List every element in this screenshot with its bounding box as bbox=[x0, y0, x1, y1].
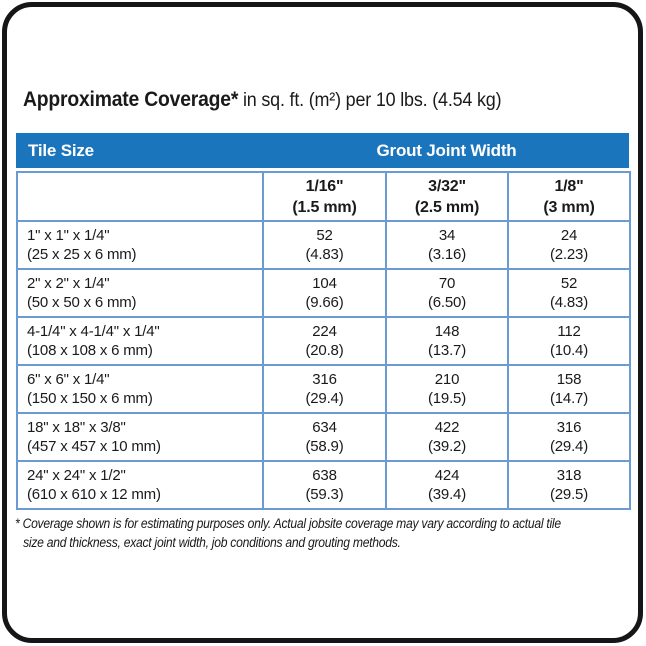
joint-width-inches: 3/32" bbox=[428, 177, 466, 195]
joint-width-header-0: 1/16" (1.5 mm) bbox=[262, 171, 387, 222]
joint-width-header-1: 3/32" (2.5 mm) bbox=[385, 171, 509, 222]
coverage-cell: 52 (4.83) bbox=[262, 220, 387, 270]
coverage-sqft: 148 bbox=[434, 322, 460, 340]
header-grout-joint-width: Grout Joint Width bbox=[376, 140, 517, 160]
coverage-sqft: 318 bbox=[556, 466, 582, 484]
coverage-m2: (2.23) bbox=[550, 246, 588, 263]
coverage-m2: (14.7) bbox=[550, 390, 588, 407]
tile-size-imperial: 2" x 2" x 1/4" bbox=[27, 274, 110, 292]
table-row: 6" x 6" x 1/4" (150 x 150 x 6 mm) 316 (2… bbox=[16, 364, 631, 414]
coverage-cell: 104 (9.66) bbox=[262, 268, 387, 318]
tile-size-imperial: 18" x 18" x 3/8" bbox=[27, 418, 126, 436]
coverage-sqft: 424 bbox=[434, 466, 460, 484]
coverage-sqft: 634 bbox=[312, 418, 337, 436]
coverage-cell: 70 (6.50) bbox=[385, 268, 509, 318]
coverage-sqft: 638 bbox=[312, 466, 337, 484]
header-tile-size: Tile Size bbox=[28, 140, 94, 160]
joint-width-subheader-row: 1/16" (1.5 mm) 3/32" (2.5 mm) 1/8" (3 mm… bbox=[16, 171, 631, 222]
coverage-cell: 210 (19.5) bbox=[385, 364, 509, 414]
coverage-cell: 634 (58.9) bbox=[262, 412, 387, 462]
table-row: 4-1/4" x 4-1/4" x 1/4" (108 x 108 x 6 mm… bbox=[16, 316, 631, 366]
coverage-cell: 316 (29.4) bbox=[262, 364, 387, 414]
tile-size-cell: 18" x 18" x 3/8" (457 x 457 x 10 mm) bbox=[16, 412, 264, 462]
table-header-band: Tile Size Grout Joint Width bbox=[16, 133, 629, 168]
coverage-cell: 422 (39.2) bbox=[385, 412, 509, 462]
tile-size-cell: 2" x 2" x 1/4" (50 x 50 x 6 mm) bbox=[16, 268, 264, 318]
coverage-cell: 158 (14.7) bbox=[507, 364, 631, 414]
coverage-m2: (39.2) bbox=[428, 438, 466, 455]
empty-corner-cell bbox=[16, 171, 264, 222]
coverage-sqft: 316 bbox=[556, 418, 582, 436]
footnote-line-1: * Coverage shown is for estimating purpo… bbox=[15, 516, 561, 531]
coverage-sqft: 422 bbox=[434, 418, 460, 436]
coverage-m2: (29.5) bbox=[550, 486, 588, 503]
coverage-table: 1/16" (1.5 mm) 3/32" (2.5 mm) 1/8" (3 mm… bbox=[16, 171, 631, 510]
tile-size-imperial: 24" x 24" x 1/2" bbox=[27, 466, 126, 484]
tile-size-cell: 1" x 1" x 1/4" (25 x 25 x 6 mm) bbox=[16, 220, 264, 270]
table-row: 1" x 1" x 1/4" (25 x 25 x 6 mm) 52 (4.83… bbox=[16, 220, 631, 270]
coverage-m2: (6.50) bbox=[428, 294, 466, 311]
joint-width-header-2: 1/8" (3 mm) bbox=[507, 171, 631, 222]
coverage-m2: (10.4) bbox=[550, 342, 588, 359]
coverage-m2: (29.4) bbox=[550, 438, 588, 455]
tile-size-imperial: 6" x 6" x 1/4" bbox=[27, 370, 110, 388]
coverage-cell: 224 (20.8) bbox=[262, 316, 387, 366]
coverage-m2: (39.4) bbox=[428, 486, 466, 503]
coverage-sqft: 24 bbox=[560, 226, 578, 244]
coverage-sqft: 104 bbox=[312, 274, 337, 292]
coverage-m2: (58.9) bbox=[305, 438, 344, 455]
coverage-sqft: 34 bbox=[438, 226, 456, 244]
joint-width-inches: 1/8" bbox=[554, 177, 584, 195]
coverage-m2: (9.66) bbox=[305, 294, 344, 311]
tile-size-cell: 6" x 6" x 1/4" (150 x 150 x 6 mm) bbox=[16, 364, 264, 414]
coverage-sqft: 224 bbox=[312, 322, 337, 340]
joint-width-inches: 1/16" bbox=[305, 177, 344, 195]
coverage-cell: 638 (59.3) bbox=[262, 460, 387, 510]
coverage-cell: 424 (39.4) bbox=[385, 460, 509, 510]
coverage-cell: 112 (10.4) bbox=[507, 316, 631, 366]
coverage-m2: (29.4) bbox=[305, 390, 344, 407]
joint-width-mm: (1.5 mm) bbox=[292, 198, 357, 216]
table-row: 2" x 2" x 1/4" (50 x 50 x 6 mm) 104 (9.6… bbox=[16, 268, 631, 318]
tile-size-cell: 4-1/4" x 4-1/4" x 1/4" (108 x 108 x 6 mm… bbox=[16, 316, 264, 366]
coverage-m2: (20.8) bbox=[305, 342, 344, 359]
tile-size-imperial: 4-1/4" x 4-1/4" x 1/4" bbox=[27, 322, 160, 340]
tile-size-metric: (150 x 150 x 6 mm) bbox=[27, 390, 153, 407]
coverage-m2: (13.7) bbox=[428, 342, 466, 359]
tile-size-metric: (108 x 108 x 6 mm) bbox=[27, 342, 153, 359]
page-title-units: in sq. ft. (m²) per 10 lbs. (4.54 kg) bbox=[238, 89, 502, 111]
coverage-sqft: 158 bbox=[556, 370, 582, 388]
table-row: 18" x 18" x 3/8" (457 x 457 x 10 mm) 634… bbox=[16, 412, 631, 462]
tile-size-metric: (457 x 457 x 10 mm) bbox=[27, 438, 161, 455]
coverage-m2: (4.83) bbox=[305, 246, 344, 263]
tile-size-cell: 24" x 24" x 1/2" (610 x 610 x 12 mm) bbox=[16, 460, 264, 510]
coverage-sqft: 52 bbox=[560, 274, 578, 292]
coverage-sqft: 52 bbox=[316, 226, 333, 244]
joint-width-mm: (2.5 mm) bbox=[414, 198, 480, 216]
tile-size-metric: (25 x 25 x 6 mm) bbox=[27, 246, 137, 263]
coverage-cell: 24 (2.23) bbox=[507, 220, 631, 270]
tile-size-metric: (50 x 50 x 6 mm) bbox=[27, 294, 137, 311]
table-row: 24" x 24" x 1/2" (610 x 610 x 12 mm) 638… bbox=[16, 460, 631, 510]
tile-size-imperial: 1" x 1" x 1/4" bbox=[27, 226, 110, 244]
coverage-m2: (3.16) bbox=[428, 246, 466, 263]
coverage-sqft: 112 bbox=[557, 322, 581, 340]
joint-width-mm: (3 mm) bbox=[543, 198, 595, 216]
coverage-cell: 34 (3.16) bbox=[385, 220, 509, 270]
coverage-cell: 318 (29.5) bbox=[507, 460, 631, 510]
page-title: Approximate Coverage* in sq. ft. (m²) pe… bbox=[23, 88, 502, 112]
tile-size-metric: (610 x 610 x 12 mm) bbox=[27, 486, 161, 503]
coverage-sqft: 316 bbox=[312, 370, 337, 388]
coverage-sqft: 210 bbox=[434, 370, 460, 388]
coverage-cell: 52 (4.83) bbox=[507, 268, 631, 318]
coverage-m2: (19.5) bbox=[428, 390, 466, 407]
coverage-m2: (59.3) bbox=[305, 486, 344, 503]
coverage-cell: 316 (29.4) bbox=[507, 412, 631, 462]
footnote-line-2: size and thickness, exact joint width, j… bbox=[23, 534, 401, 550]
coverage-footnote: * Coverage shown is for estimating purpo… bbox=[15, 515, 561, 552]
coverage-m2: (4.83) bbox=[550, 294, 588, 311]
page-title-bold: Approximate Coverage* bbox=[23, 88, 239, 111]
coverage-sqft: 70 bbox=[438, 274, 456, 292]
coverage-cell: 148 (13.7) bbox=[385, 316, 509, 366]
